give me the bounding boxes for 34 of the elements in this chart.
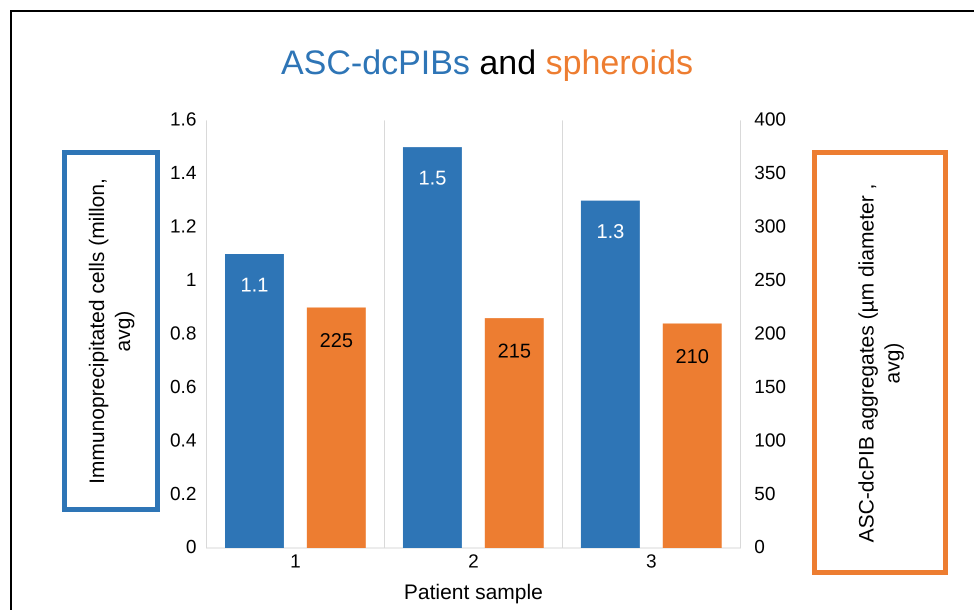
data-label: 1.5	[418, 168, 446, 190]
y2-tick-label: 50	[754, 484, 776, 505]
y2-tick-label: 300	[754, 216, 786, 238]
data-label: 215	[498, 340, 531, 363]
chart-title: ASC-dcPIBs and spheroids	[280, 44, 693, 82]
y-tick-label: 0.2	[170, 484, 196, 505]
bar	[402, 147, 462, 548]
y2-tick-label: 200	[754, 323, 786, 344]
y-tick-label: 0	[186, 537, 196, 558]
data-label: 210	[676, 346, 709, 368]
y2-axis-title: ASC-dcPIB aggregates (µm diameter , avg)	[854, 182, 905, 544]
y2-tick-label: 150	[754, 376, 786, 398]
x-tick-label: 1	[290, 552, 301, 573]
y-axis-title: Immunoprecipitated cells (millon, avg)	[85, 177, 136, 486]
y-tick-label: 0.8	[170, 323, 196, 344]
data-label: 1.1	[240, 274, 268, 297]
y2-tick-label: 400	[754, 110, 786, 131]
y-tick-label: 1.6	[170, 110, 196, 131]
y-tick-label: 0.6	[170, 376, 196, 398]
data-label: 225	[320, 330, 354, 352]
y2-tick-label: 0	[754, 537, 765, 558]
x-axis-title: Patient sample	[404, 581, 543, 604]
y-tick-label: 0.4	[170, 430, 197, 452]
y2-tick-label: 350	[754, 163, 786, 184]
y2-tick-label: 100	[754, 430, 786, 452]
x-tick-label: 2	[468, 552, 479, 573]
y-tick-label: 1.2	[170, 216, 196, 238]
data-label: 1.3	[596, 221, 624, 244]
y-tick-label: 1.4	[170, 163, 197, 184]
y-tick-label: 1	[186, 270, 196, 291]
bar	[580, 200, 640, 548]
x-tick-label: 3	[646, 552, 657, 573]
bar	[224, 254, 284, 548]
y2-tick-label: 250	[754, 270, 786, 291]
